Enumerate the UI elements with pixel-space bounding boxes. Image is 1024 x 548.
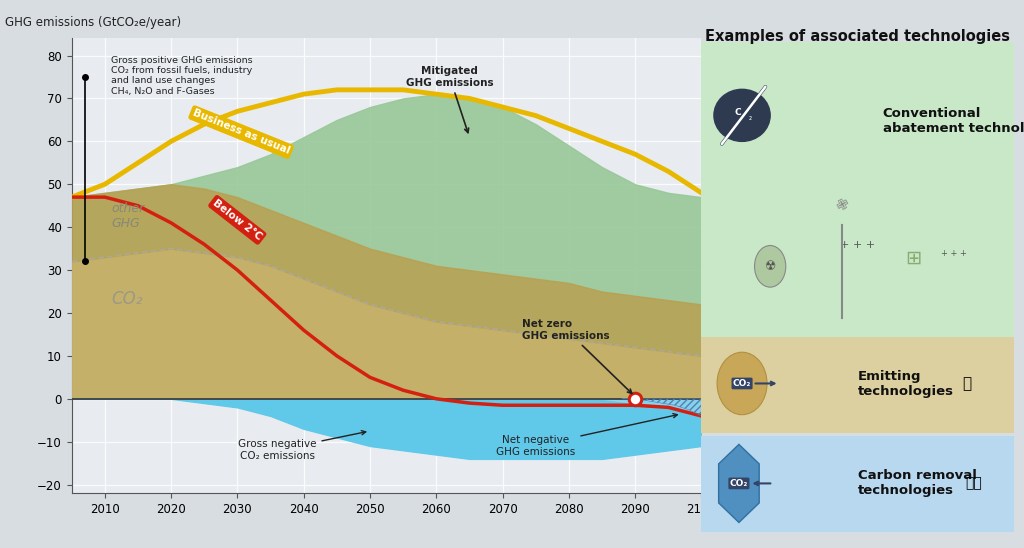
Text: Conventional
abatement technologies: Conventional abatement technologies [883,106,1024,135]
Text: Business as usual: Business as usual [191,108,291,156]
Text: C: C [734,109,740,117]
Text: Emitting
technologies: Emitting technologies [858,370,953,398]
Text: ⊞: ⊞ [905,249,922,268]
FancyBboxPatch shape [701,336,1014,433]
Text: CO₂: CO₂ [733,379,774,388]
Text: CO₂: CO₂ [730,479,770,488]
Ellipse shape [714,89,770,141]
Text: CO₂: CO₂ [112,290,142,309]
Text: Gross positive GHG emissions
CO₂ from fossil fuels, industry
and land use change: Gross positive GHG emissions CO₂ from fo… [112,55,253,96]
Text: ✙: ✙ [833,195,851,214]
Text: Examples of associated technologies: Examples of associated technologies [706,30,1010,44]
Text: 🌲🌲: 🌲🌲 [965,476,982,490]
Text: other
GHG: other GHG [112,202,144,230]
Text: + + +: + + + [941,249,968,258]
Text: Carbon removal
technologies: Carbon removal technologies [858,470,977,498]
FancyBboxPatch shape [701,43,1014,336]
Text: Mitigated
GHG emissions: Mitigated GHG emissions [406,66,494,133]
Ellipse shape [717,352,767,415]
Text: Gross negative
CO₂ emissions: Gross negative CO₂ emissions [238,431,366,461]
FancyBboxPatch shape [701,436,1014,532]
Ellipse shape [755,246,785,287]
Text: + + +: + + + [840,240,876,250]
Text: Net negative
GHG emissions: Net negative GHG emissions [496,414,677,456]
Text: ₂: ₂ [749,113,752,122]
Text: ☢: ☢ [765,260,776,273]
Text: Net zero
GHG emissions: Net zero GHG emissions [522,319,632,393]
Text: 🚛: 🚛 [963,376,972,391]
Text: Below 2°C: Below 2°C [211,198,264,242]
Text: GHG emissions (GtCO₂e/year): GHG emissions (GtCO₂e/year) [5,16,181,30]
